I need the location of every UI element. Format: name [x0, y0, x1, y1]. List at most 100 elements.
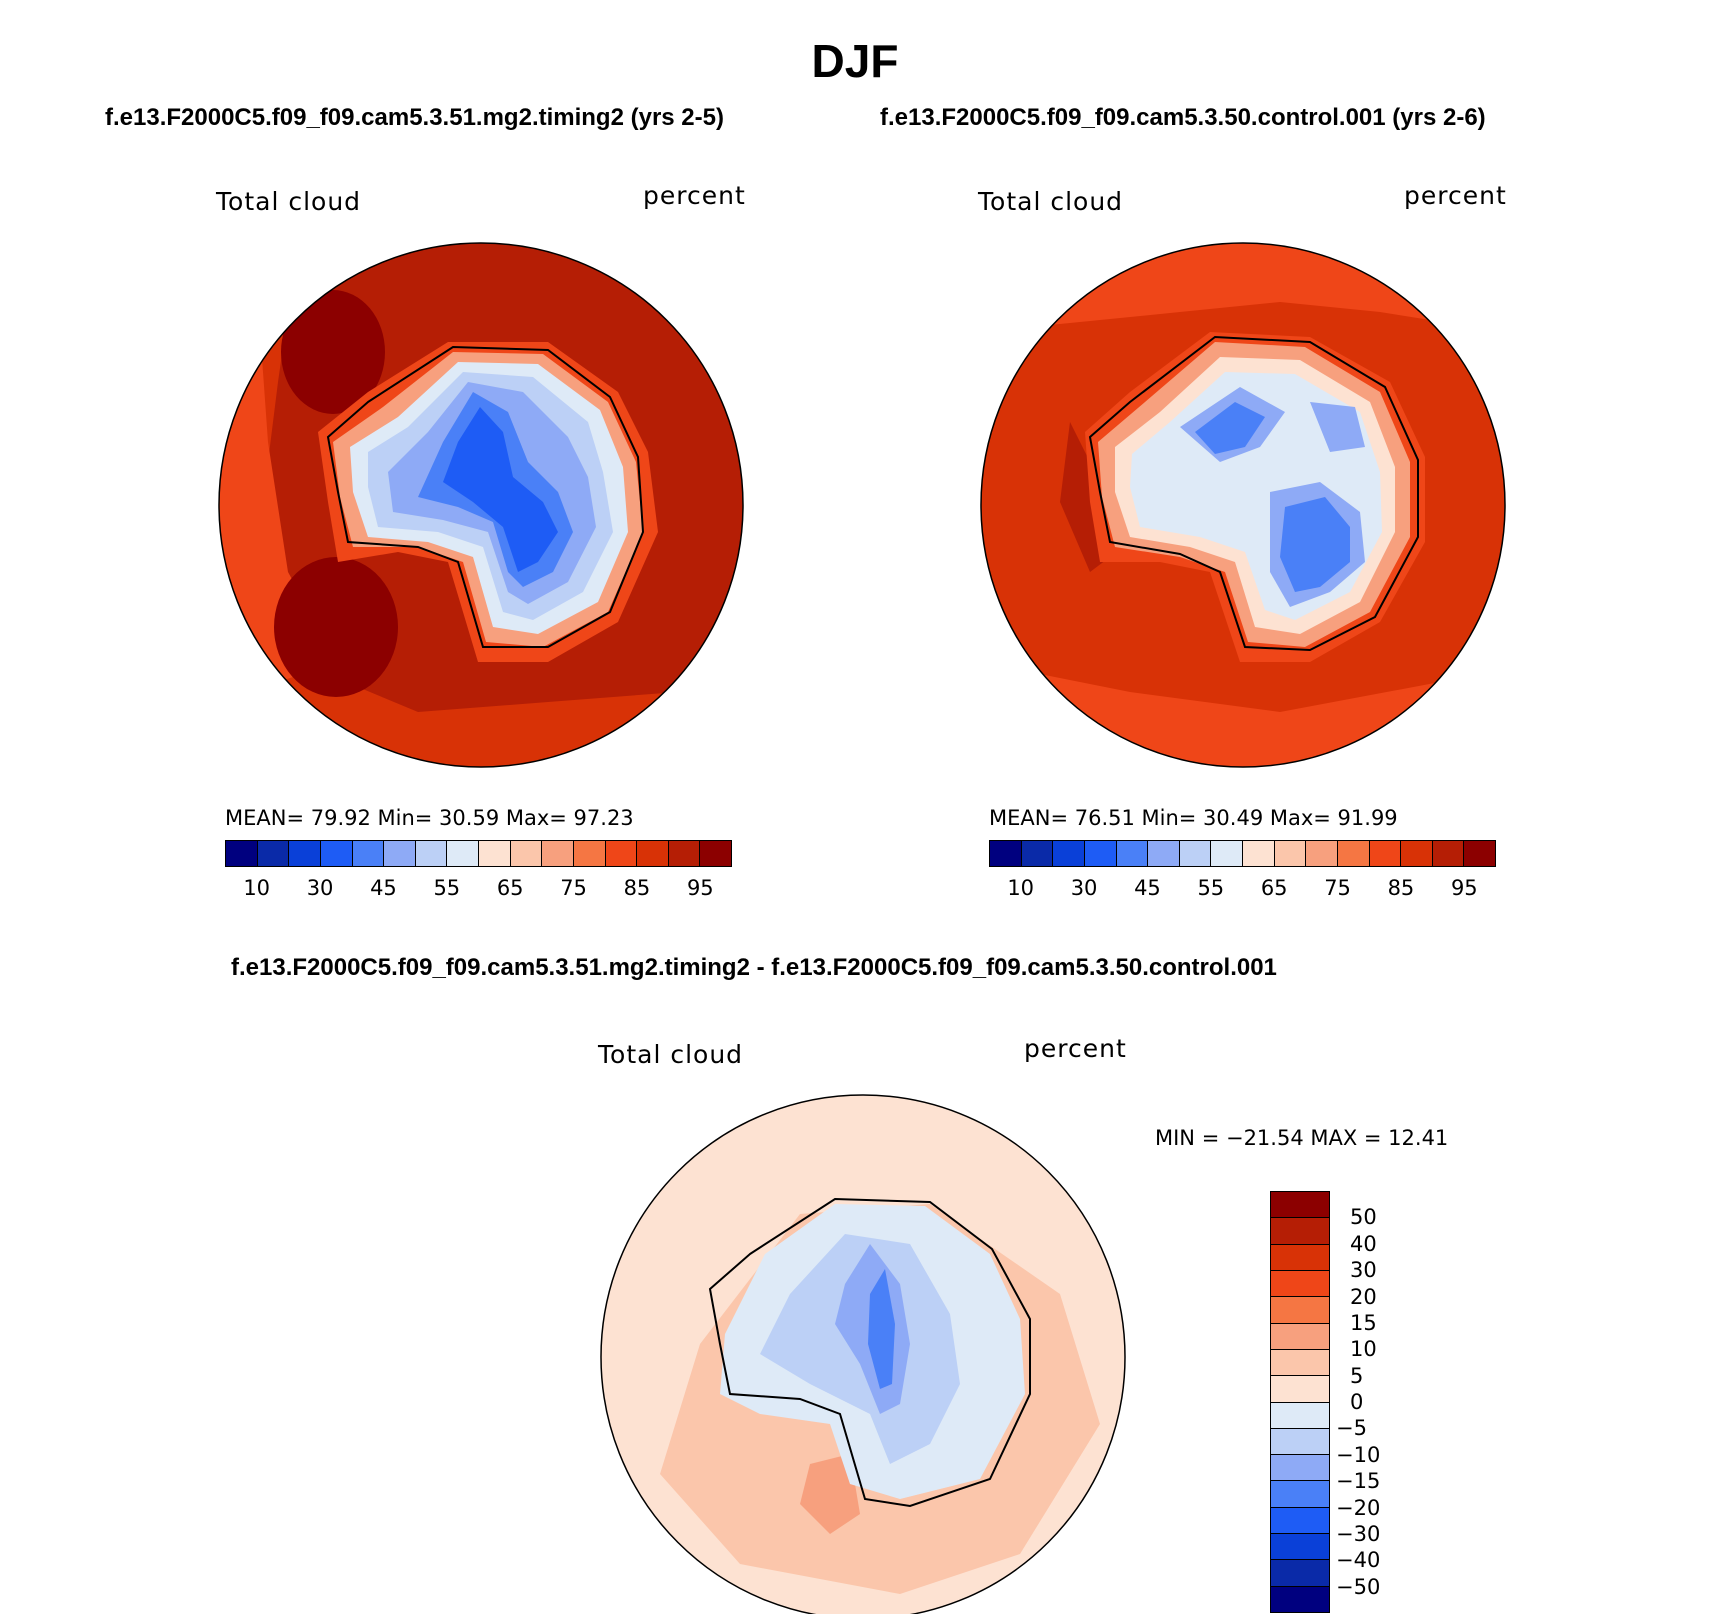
colorbar-swatch	[1271, 1323, 1329, 1350]
colorbar-swatch	[1271, 1192, 1329, 1219]
colorbar-swatch	[1464, 841, 1495, 866]
colorbar-tick-label: −20	[1336, 1495, 1381, 1520]
colorbar-tick-label: 20	[1350, 1284, 1377, 1309]
colorbar-swatch	[384, 841, 416, 866]
colorbar-swatch	[1274, 841, 1307, 866]
colorbar-swatch	[1271, 1534, 1329, 1561]
diff-colorbar-ticks: 50 40 30 20 15 10 5 0 −5 −10 −15 −20 −30 −40 −50	[1336, 1191, 1426, 1611]
colorbar-tick-label: −50	[1336, 1574, 1381, 1599]
colorbar-tick-label: 30	[306, 876, 334, 900]
colorbar-swatch	[1306, 841, 1338, 866]
colorbar-tick-label: 30	[1350, 1258, 1377, 1283]
right-colorbar-ticks: 10 30 45 55 65 75 85 95	[989, 876, 1494, 902]
colorbar-tick-label: 0	[1350, 1390, 1364, 1414]
colorbar-swatch	[1271, 1244, 1329, 1271]
colorbar-swatch	[479, 841, 511, 866]
colorbar-tick-label: 45	[1134, 876, 1161, 900]
colorbar-swatch	[1271, 1376, 1329, 1403]
colorbar-tick-label: 65	[496, 876, 524, 900]
colorbar-swatch	[1271, 1455, 1329, 1482]
colorbar-tick-label: 40	[1350, 1231, 1377, 1256]
colorbar-tick-label: 55	[433, 876, 461, 900]
colorbar-tick-label: 10	[1007, 876, 1035, 900]
colorbar-swatch	[700, 841, 731, 866]
colorbar-tick-label: 95	[1450, 876, 1478, 900]
colorbar-swatch	[1271, 1586, 1329, 1612]
colorbar-tick-label: 45	[370, 876, 397, 900]
left-variable-label: Total cloud	[216, 187, 362, 216]
colorbar-swatch	[1116, 841, 1149, 866]
colorbar-swatch	[257, 841, 290, 866]
colorbar-swatch	[1337, 841, 1370, 866]
colorbar-swatch	[1243, 841, 1275, 866]
colorbar-swatch	[573, 841, 606, 866]
diff-polar-map	[600, 1094, 1126, 1614]
colorbar-tick-label: −15	[1336, 1469, 1381, 1494]
colorbar-swatch	[990, 841, 1022, 866]
colorbar-tick-label: 50	[1350, 1205, 1377, 1230]
left-stats: MEAN= 79.92 Min= 30.59 Max= 97.23	[225, 806, 634, 830]
colorbar-swatch	[1271, 1481, 1329, 1508]
left-colorbar-ticks: 10 30 45 55 65 75 85 95	[225, 876, 730, 902]
colorbar-swatch	[1271, 1402, 1329, 1429]
colorbar-tick-label: −10	[1336, 1442, 1381, 1467]
colorbar-tick-label: 85	[623, 876, 651, 900]
colorbar-tick-label: 95	[686, 876, 714, 900]
right-colorbar	[989, 840, 1496, 867]
right-variable-label: Total cloud	[978, 187, 1124, 216]
case-left-title: f.e13.F2000C5.f09_f09.cam5.3.51.mg2.timi…	[105, 104, 724, 131]
colorbar-tick-label: 10	[243, 876, 271, 900]
diff-units-label: percent	[1024, 1034, 1127, 1063]
diff-colorbar	[1270, 1191, 1330, 1613]
colorbar-swatch	[320, 841, 353, 866]
right-units-label: percent	[1404, 181, 1507, 210]
colorbar-swatch	[668, 841, 701, 866]
diff-minmax: MIN = −21.54 MAX = 12.41	[1155, 1126, 1449, 1150]
colorbar-tick-label: 65	[1260, 876, 1288, 900]
colorbar-swatch	[1179, 841, 1212, 866]
colorbar-swatch	[542, 841, 574, 866]
colorbar-swatch	[1369, 841, 1402, 866]
colorbar-swatch	[1432, 841, 1465, 866]
colorbar-swatch	[1021, 841, 1054, 866]
colorbar-swatch	[1271, 1507, 1329, 1535]
colorbar-swatch	[352, 841, 385, 866]
colorbar-tick-label: 75	[560, 876, 587, 900]
colorbar-tick-label: 5	[1350, 1363, 1364, 1388]
colorbar-tick-label: 30	[1070, 876, 1098, 900]
colorbar-swatch	[1271, 1297, 1329, 1324]
colorbar-swatch	[447, 841, 479, 866]
right-stats: MEAN= 76.51 Min= 30.49 Max= 91.99	[989, 806, 1398, 830]
colorbar-tick-label: 15	[1350, 1310, 1377, 1335]
colorbar-tick-label: −5	[1336, 1416, 1367, 1441]
colorbar-swatch	[1271, 1428, 1329, 1456]
colorbar-swatch	[415, 841, 448, 866]
colorbar-tick-label: 75	[1324, 876, 1351, 900]
colorbar-swatch	[1084, 841, 1117, 866]
colorbar-swatch	[605, 841, 638, 866]
diff-title: f.e13.F2000C5.f09_f09.cam5.3.51.mg2.timi…	[231, 954, 1277, 981]
left-colorbar	[225, 840, 732, 867]
colorbar-swatch	[1271, 1349, 1329, 1377]
colorbar-tick-label: −40	[1336, 1548, 1381, 1573]
colorbar-tick-label: 10	[1350, 1337, 1377, 1362]
colorbar-swatch	[637, 841, 669, 866]
colorbar-swatch	[1401, 841, 1433, 866]
colorbar-swatch	[1053, 841, 1085, 866]
colorbar-tick-label: 55	[1197, 876, 1225, 900]
colorbar-swatch	[1271, 1218, 1329, 1245]
colorbar-swatch	[289, 841, 321, 866]
right-polar-map	[980, 242, 1506, 768]
colorbar-swatch	[1211, 841, 1243, 866]
colorbar-tick-label: 85	[1387, 876, 1415, 900]
colorbar-swatch	[1271, 1560, 1329, 1587]
diff-variable-label: Total cloud	[598, 1040, 744, 1069]
colorbar-swatch	[1271, 1270, 1329, 1298]
colorbar-swatch	[226, 841, 258, 866]
colorbar-swatch	[510, 841, 543, 866]
left-units-label: percent	[643, 181, 746, 210]
figure-title: DJF	[811, 35, 899, 87]
colorbar-swatch	[1148, 841, 1180, 866]
colorbar-tick-label: −30	[1336, 1521, 1381, 1546]
left-polar-map	[218, 242, 744, 768]
